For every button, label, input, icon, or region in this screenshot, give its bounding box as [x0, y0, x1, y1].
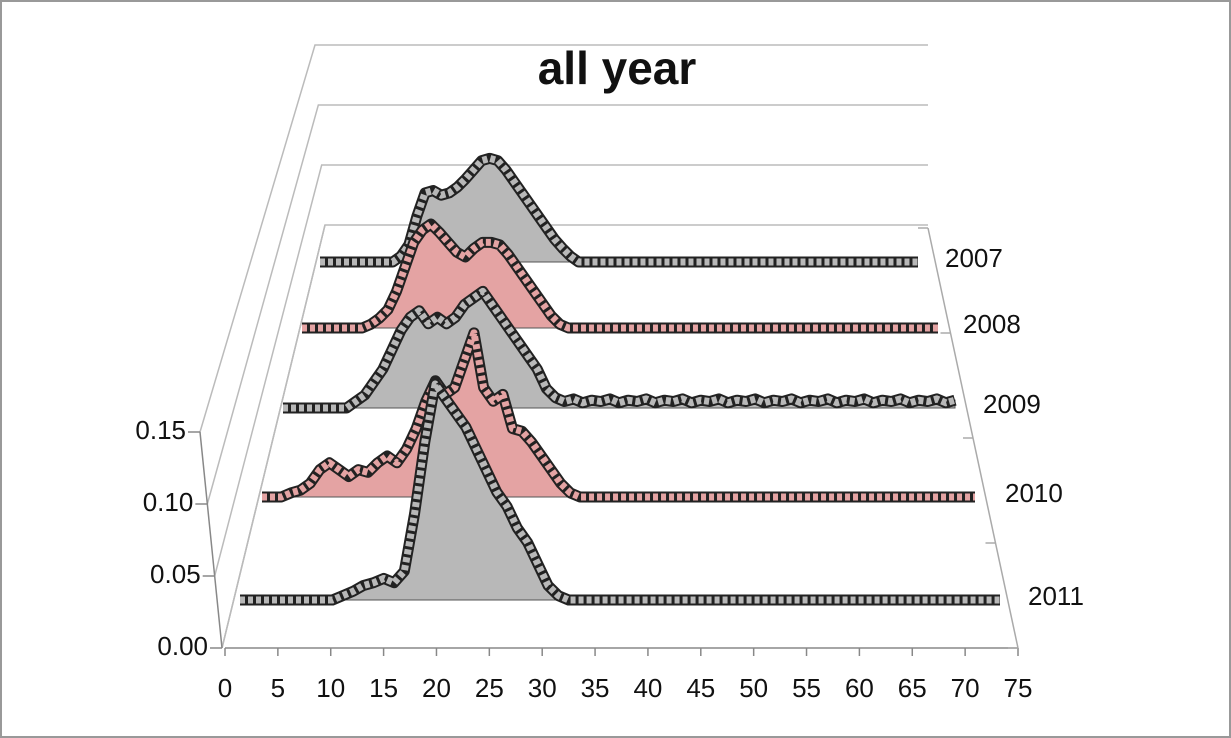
y-tick-label: 0.00 [157, 631, 208, 661]
ribbon-face [302, 220, 938, 332]
x-tick-label: 75 [1004, 673, 1033, 703]
x-tick-label: 70 [951, 673, 980, 703]
x-tick-label: 0 [218, 673, 232, 703]
x-tick-label: 20 [422, 673, 451, 703]
x-tick-label: 30 [528, 673, 557, 703]
ribbon-face [240, 380, 1000, 604]
ribbon-face [320, 154, 918, 266]
grid-line [199, 44, 928, 433]
series-label: 2008 [963, 309, 1021, 339]
series-label: 2009 [983, 389, 1041, 419]
ribbon-face [283, 287, 956, 412]
x-tick-label: 25 [475, 673, 504, 703]
x-tick-label: 60 [845, 673, 874, 703]
x-tick-label: 15 [369, 673, 398, 703]
grid-line [221, 224, 928, 649]
x-tick-label: 10 [316, 673, 345, 703]
chart-title: all year [538, 42, 697, 94]
y-tick-label: 0.15 [135, 415, 186, 445]
x-tick-label: 40 [633, 673, 662, 703]
grid-line [206, 104, 928, 505]
series-label: 2007 [945, 243, 1003, 273]
x-tick-label: 45 [686, 673, 715, 703]
x-tick-label: 55 [792, 673, 821, 703]
grid-line [213, 164, 928, 577]
x-tick-label: 65 [898, 673, 927, 703]
x-tick-label: 50 [739, 673, 768, 703]
series-label: 2011 [1028, 581, 1084, 611]
y-tick-label: 0.05 [150, 559, 201, 589]
x-tick-label: 35 [581, 673, 610, 703]
series-label: 2010 [1005, 478, 1063, 508]
y-tick-label: 0.10 [143, 487, 194, 517]
ribbon-face [262, 329, 975, 501]
x-tick-label: 5 [271, 673, 285, 703]
y-axis [199, 431, 223, 649]
